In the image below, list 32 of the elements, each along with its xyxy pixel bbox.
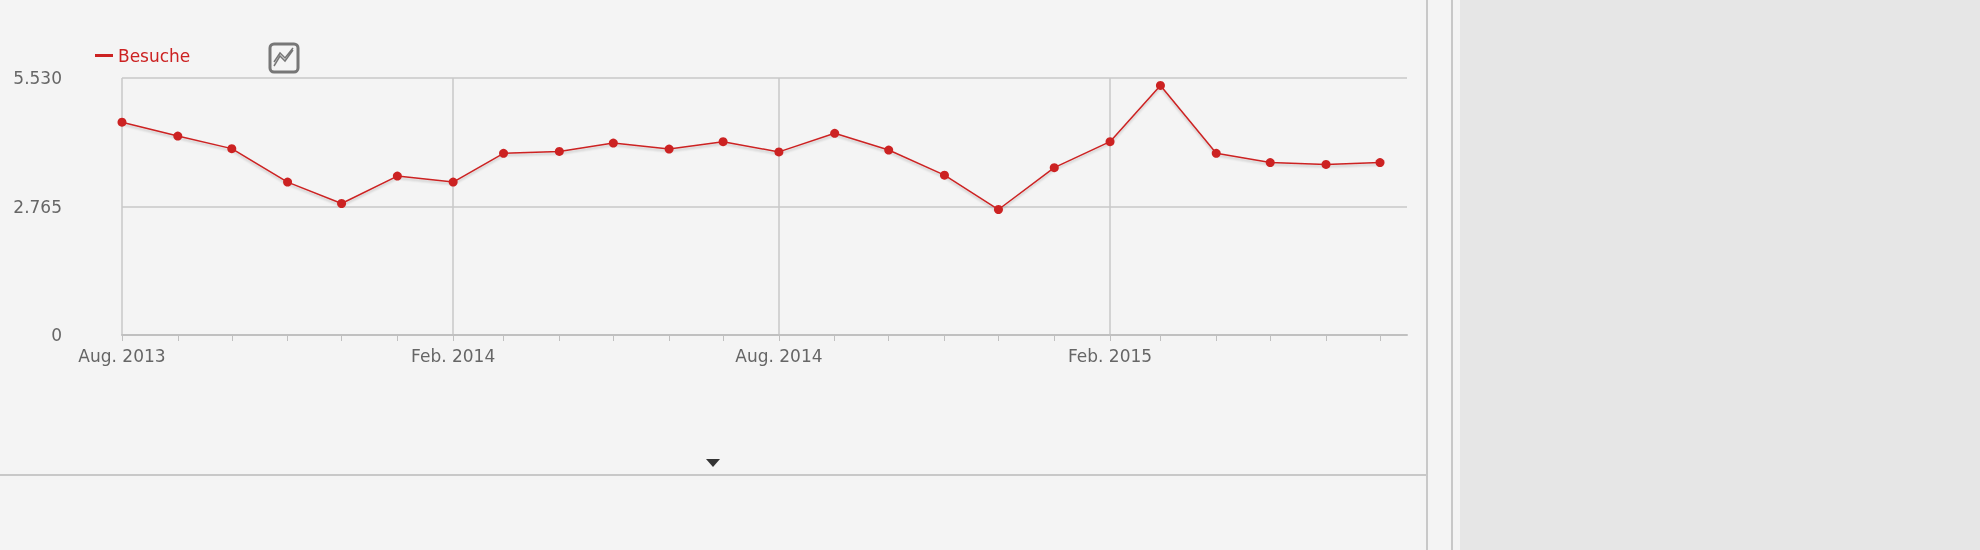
point	[993, 205, 1003, 215]
y-tick-label: 5.530	[13, 68, 62, 88]
y-tick-label: 0	[51, 325, 62, 345]
point	[499, 148, 509, 158]
x-tick-label: Feb. 2014	[411, 345, 496, 366]
point	[664, 144, 674, 154]
point	[1375, 158, 1385, 168]
point	[173, 131, 183, 141]
point	[1049, 163, 1059, 173]
x-tick-label: Aug. 2013	[78, 345, 166, 366]
point	[939, 170, 949, 180]
point	[608, 138, 618, 148]
point	[1211, 148, 1221, 158]
point	[718, 137, 728, 147]
point	[554, 146, 564, 156]
point	[117, 117, 127, 127]
point	[1321, 159, 1331, 169]
point	[227, 144, 237, 154]
point	[337, 198, 347, 208]
x-tick-label: Feb. 2015	[1067, 345, 1153, 366]
point	[774, 147, 784, 157]
point	[830, 128, 840, 138]
point	[1105, 137, 1115, 147]
point	[1265, 158, 1275, 168]
point	[1155, 80, 1165, 90]
point	[884, 145, 894, 155]
x-tick-label: Aug. 2014	[735, 345, 823, 366]
y-tick-label: 2.765	[13, 196, 62, 217]
point	[283, 177, 293, 187]
point	[448, 177, 458, 187]
legend-label: Besuche	[118, 45, 191, 66]
point	[392, 171, 402, 181]
